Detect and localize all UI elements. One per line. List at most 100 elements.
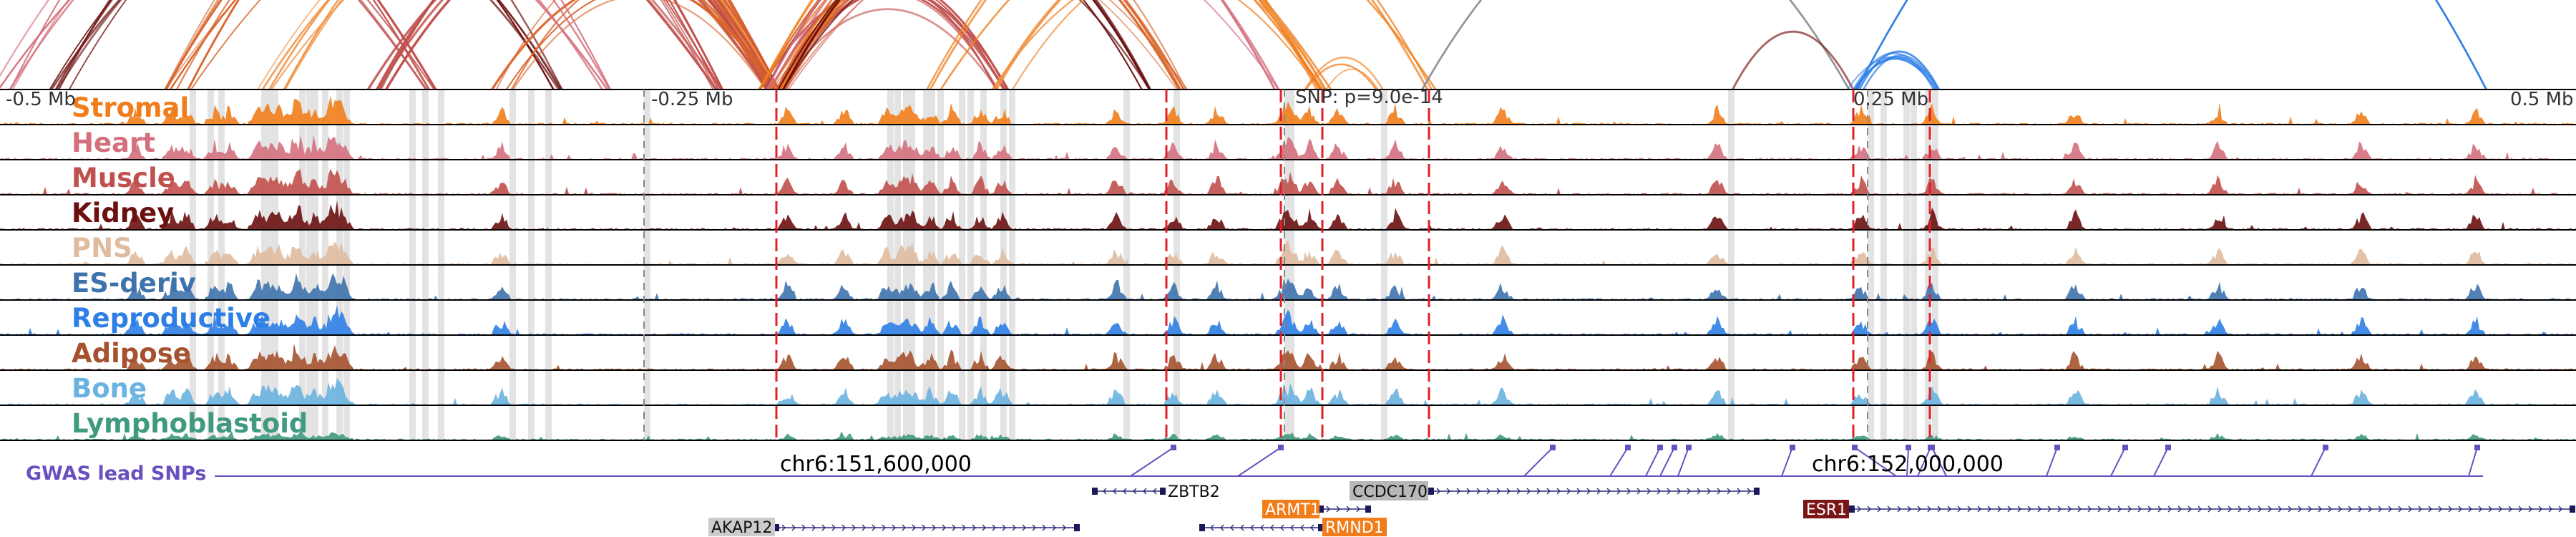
- track-label-reproductive: Reproductive: [72, 303, 270, 334]
- gene-strand-arrow: [1220, 524, 1224, 531]
- gwas-snp: [1278, 445, 1284, 450]
- gene-strand-arrow: [2288, 505, 2292, 513]
- gene-strand-arrow: [1300, 524, 1304, 531]
- gene-strand-arrow: [1346, 505, 1350, 513]
- gene-strand-arrow: [1927, 505, 1931, 513]
- gwas-connector: [1659, 447, 1675, 477]
- gene-strand-arrow: [1546, 488, 1551, 495]
- ruler-mid-left: -0.25 Mb: [651, 89, 733, 110]
- track-label-bone: Bone: [72, 373, 147, 404]
- interaction-arc: [1304, 57, 1384, 90]
- gwas-connector: [1677, 447, 1689, 477]
- gene-strand-arrow: [2488, 505, 2492, 513]
- interaction-arc: [9, 0, 603, 90]
- gene-esr1-box: [1803, 500, 1849, 518]
- gene-ccdc170: CCDC170: [1352, 483, 1428, 501]
- interaction-arc: [283, 0, 778, 90]
- gene-exon: [1754, 488, 1760, 495]
- gene-strand-arrow: [1052, 524, 1056, 531]
- gene-strand-arrow: [1436, 488, 1440, 495]
- gene-exon: [1849, 505, 1855, 513]
- gene-strand-arrow: [1526, 488, 1531, 495]
- gene-strand-arrow: [1133, 488, 1137, 495]
- gwas-connector: [1781, 447, 1793, 477]
- gene-strand-arrow: [2218, 505, 2222, 513]
- gene-strand-arrow: [972, 524, 976, 531]
- gwas-connector: [1130, 447, 1174, 477]
- gene-strand-arrow: [1907, 505, 1911, 513]
- gene-strand-arrow: [2348, 505, 2352, 513]
- gene-strand-arrow: [2408, 505, 2412, 513]
- gene-strand-arrow: [1596, 488, 1601, 495]
- gene-strand-arrow: [2388, 505, 2392, 513]
- interaction-arc: [995, 0, 1327, 90]
- ruler-snp: SNP: p=9.0e-14: [1295, 87, 1443, 108]
- gene-strand-arrow: [932, 524, 936, 531]
- gene-strand-arrow: [1290, 524, 1294, 531]
- marker-lines: [643, 90, 1931, 440]
- gene-strand-arrow: [2428, 505, 2432, 513]
- gene-strand-arrow: [1867, 505, 1871, 513]
- gene-strand-arrow: [2498, 505, 2502, 513]
- gene-strand-arrow: [1667, 488, 1671, 495]
- gene-strand-arrow: [2137, 505, 2142, 513]
- gene-akap12: AKAP12: [711, 519, 772, 537]
- gene-strand-arrow: [1687, 488, 1691, 495]
- gwas-connector: [1906, 447, 1909, 477]
- gene-strand-arrow: [2037, 505, 2041, 513]
- ruler-right: 0.5 Mb: [2510, 89, 2574, 110]
- gwas-connector: [2311, 447, 2326, 477]
- gene-strand-arrow: [2438, 505, 2442, 513]
- gene-strand-arrow: [1032, 524, 1036, 531]
- gene-strand-arrow: [2047, 505, 2051, 513]
- gene-strand-arrow: [882, 524, 886, 531]
- gene-strand-arrow: [2057, 505, 2062, 513]
- gwas-connector: [1931, 447, 1947, 477]
- gwas-snp: [1171, 445, 1176, 450]
- gene-strand-arrow: [1747, 488, 1751, 495]
- track-label-muscle: Muscle: [72, 163, 175, 193]
- gene-strand-arrow: [1697, 488, 1701, 495]
- gene-strand-arrow: [2258, 505, 2262, 513]
- gene-strand-arrow: [1103, 488, 1107, 495]
- gene-strand-arrow: [2117, 505, 2122, 513]
- gene-strand-arrow: [1022, 524, 1026, 531]
- gene-strand-arrow: [2097, 505, 2102, 513]
- gene-exon: [1092, 488, 1098, 495]
- gene-strand-arrow: [892, 524, 896, 531]
- gene-strand-arrow: [1486, 488, 1491, 495]
- gene-strand-arrow: [2157, 505, 2162, 513]
- gene-exon: [1199, 524, 1205, 531]
- gene-strand-arrow: [1336, 505, 1340, 513]
- gene-strand-arrow: [2298, 505, 2302, 513]
- gwas-snp: [1906, 445, 1911, 450]
- gene-strand-arrow: [1042, 524, 1046, 531]
- signal-area: [0, 377, 2576, 405]
- gwas-connector: [2110, 447, 2126, 477]
- interaction-arc: [512, 0, 766, 90]
- gene-strand-arrow: [2127, 505, 2132, 513]
- ruler: -0.5 Mb -0.25 Mb SNP: p=9.0e-14 0.25 Mb …: [6, 87, 2574, 110]
- gene-armt1: ARMT1: [1265, 501, 1320, 519]
- signal-track: [0, 431, 2576, 441]
- gene-strand-arrow: [1586, 488, 1591, 495]
- interaction-arc: [1304, 63, 1377, 90]
- interaction-arc: [268, 0, 774, 90]
- track-label-es-deriv: ES-deriv: [72, 268, 196, 299]
- gene-strand-arrow: [2458, 505, 2462, 513]
- gene-exon: [1428, 488, 1434, 495]
- gwas-connector: [1917, 447, 1931, 477]
- gene-strand-arrow: [2548, 505, 2552, 513]
- gene-strand-arrow: [982, 524, 986, 531]
- gene-strand-arrow: [912, 524, 916, 531]
- gene-strand-arrow: [2538, 505, 2542, 513]
- interaction-arc: [165, 0, 771, 90]
- gene-strand-arrow: [2238, 505, 2242, 513]
- interaction-arc: [1858, 50, 1940, 90]
- gene-strand-arrow: [2558, 505, 2562, 513]
- gene-strand-arrow: [2207, 505, 2212, 513]
- gwas-connector: [2468, 447, 2478, 477]
- gene-strand-arrow: [1310, 524, 1314, 531]
- gene-strand-arrow: [2147, 505, 2152, 513]
- gene-strand-arrow: [1012, 524, 1016, 531]
